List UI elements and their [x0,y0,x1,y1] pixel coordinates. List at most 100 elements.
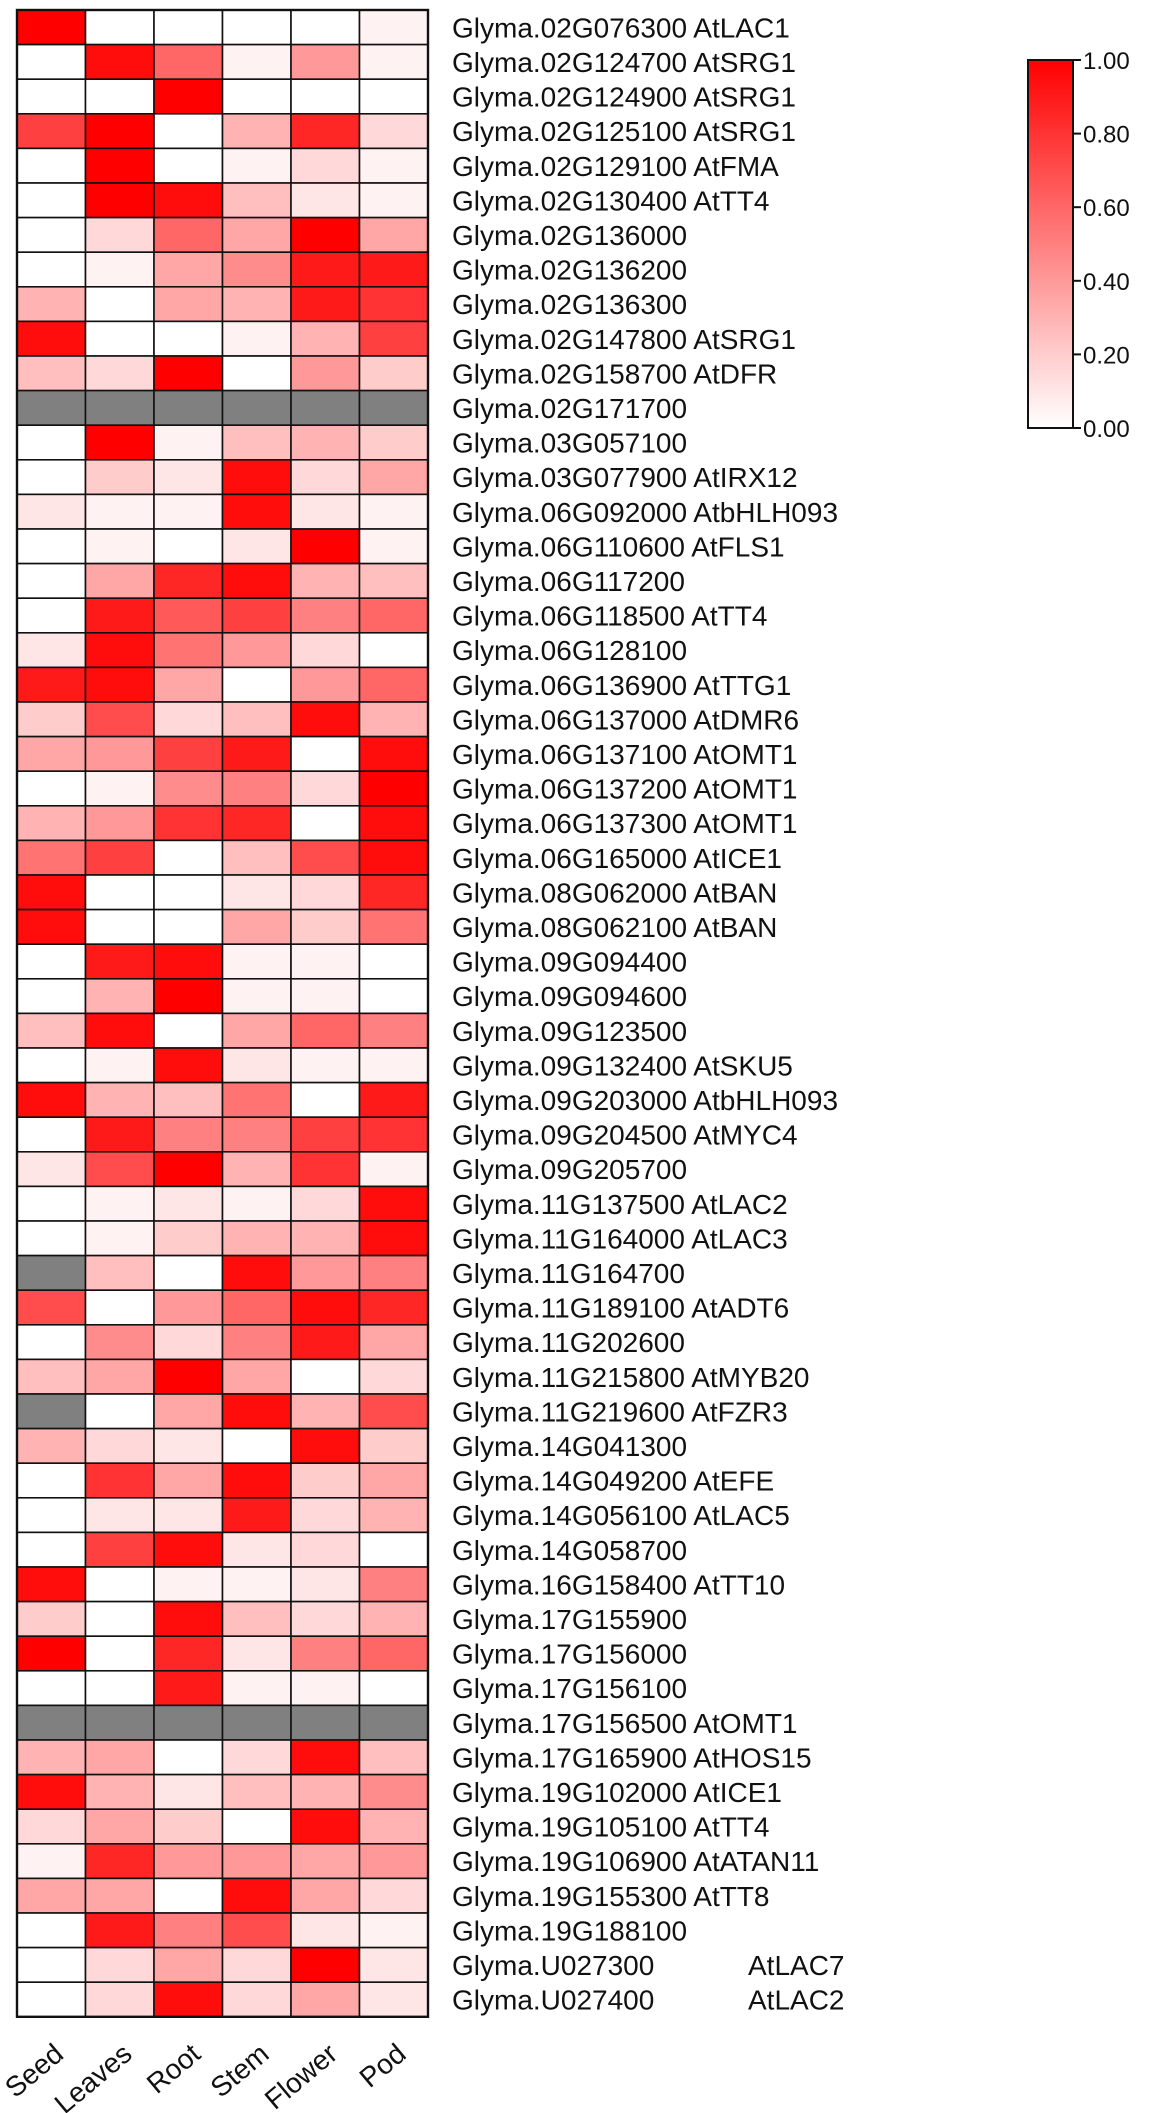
heatmap-cell [290,1254,361,1291]
heatmap-cell [290,285,361,323]
row-label-gene: Glyma.09G094400 [452,947,687,978]
row-label-gene: Glyma.17G156500 AtOMT1 [452,1708,798,1739]
row-label-gene: Glyma.11G189100 AtADT6 [452,1293,789,1324]
row-label-gene: Glyma.02G158700 AtDFR [452,358,777,389]
heatmap-cell [221,355,292,392]
row-label-gene: Glyma.09G204500 AtMYC4 [452,1120,798,1151]
heatmap-cell [84,1324,155,1361]
heatmap-cell [358,1981,429,2018]
heatmap-cell [84,147,155,184]
row-label-homolog: AtLAC7 [748,1950,845,1981]
heatmap-cell [221,1981,292,2018]
heatmap-cell [290,1635,361,1672]
heatmap-cell [16,1185,87,1222]
heatmap-cell [358,1497,429,1534]
heatmap-cell [153,1185,224,1222]
heatmap-cell [290,597,361,634]
row-label-gene: Glyma.02G147800 AtSRG1 [452,324,796,355]
heatmap-cell [16,1151,87,1188]
heatmap-cell [153,1116,224,1153]
heatmap-cell [84,355,155,392]
heatmap-cell [358,493,429,530]
heatmap-cell [16,1773,87,1810]
heatmap-cell [221,1254,292,1291]
heatmap-cell [16,1566,87,1603]
row-label-gene: Glyma.17G155900 [452,1604,687,1635]
heatmap-cell [153,1704,224,1741]
heatmap-cell [221,78,292,115]
heatmap-cell [84,701,155,738]
heatmap-cell [84,182,155,219]
heatmap-cell [221,147,292,184]
heatmap-cell [16,355,87,392]
row-label-gene: Glyma.02G136200 [452,255,687,286]
heatmap-cell [290,355,361,392]
row-label-gene: Glyma.06G092000 AtbHLH093 [452,497,838,528]
heatmap-cell [16,908,87,945]
heatmap-cell [16,1497,87,1534]
row-label-gene: Glyma.02G136000 [452,220,687,251]
heatmap-cell [16,1704,87,1741]
heatmap-cell [221,1808,292,1845]
heatmap-cell [16,528,87,565]
heatmap-cell [290,839,361,876]
heatmap-cell [358,355,429,392]
heatmap-cell [221,770,292,807]
heatmap-cell [84,1981,155,2018]
heatmap-cell [290,701,361,738]
heatmap-cell [290,1566,361,1603]
row-label-gene: Glyma.02G130400 AtTT4 [452,185,770,216]
heatmap-cell [16,1531,87,1568]
heatmap-cell [358,1254,429,1291]
heatmap-cell [153,735,224,772]
heatmap-cell [16,458,87,496]
heatmap-cell [221,1358,292,1395]
heatmap-cell [358,1531,429,1568]
heatmap-cell [290,1981,361,2018]
heatmap-cell [84,1358,155,1395]
heatmap-cell [153,1808,224,1845]
heatmap-cell [153,389,224,427]
row-label-gene: Glyma.08G062000 AtBAN [452,877,777,908]
heatmap-cell [221,735,292,772]
heatmap-cell [358,1358,429,1395]
heatmap-cell [221,908,292,945]
heatmap-cell [290,1808,361,1845]
heatmap-cell [290,1843,361,1880]
heatmap-cell [84,562,155,599]
heatmap-cell [358,1946,429,1983]
heatmap-cell [290,1912,361,1949]
heatmap-cell [84,1670,155,1707]
heatmap-cell [290,631,361,669]
heatmap-cell [221,874,292,911]
heatmap-cell [358,1739,429,1776]
row-label-gene: Glyma.U027300 [452,1950,654,1981]
heatmap-cell [16,9,87,46]
heatmap-cell [16,839,87,876]
heatmap-cell [16,147,87,184]
heatmap-cell [290,1531,361,1568]
heatmap-cell [221,1497,292,1534]
heatmap-cell [153,1047,224,1084]
heatmap-cell [16,1081,87,1118]
heatmap-cell [153,1220,224,1257]
heatmap-cell [358,597,429,634]
heatmap-cell [153,424,224,461]
heatmap-cell [153,1739,224,1776]
heatmap-cell [84,631,155,669]
heatmap-cell [358,1047,429,1084]
heatmap-cell [153,43,224,80]
heatmap-cell [153,1670,224,1707]
heatmap-cell [16,977,87,1015]
row-label-gene: Glyma.02G124900 AtSRG1 [452,82,796,113]
heatmap-cell [153,1877,224,1914]
heatmap-cell [16,216,87,254]
heatmap-cell [153,1427,224,1464]
column-label: Pod [354,2038,412,2094]
heatmap-cell [16,1012,87,1049]
heatmap-cell [358,943,429,980]
row-label-gene: Glyma.11G219600 AtFZR3 [452,1396,788,1427]
heatmap-cell [221,1531,292,1568]
row-label-gene: Glyma.09G205700 [452,1154,687,1185]
